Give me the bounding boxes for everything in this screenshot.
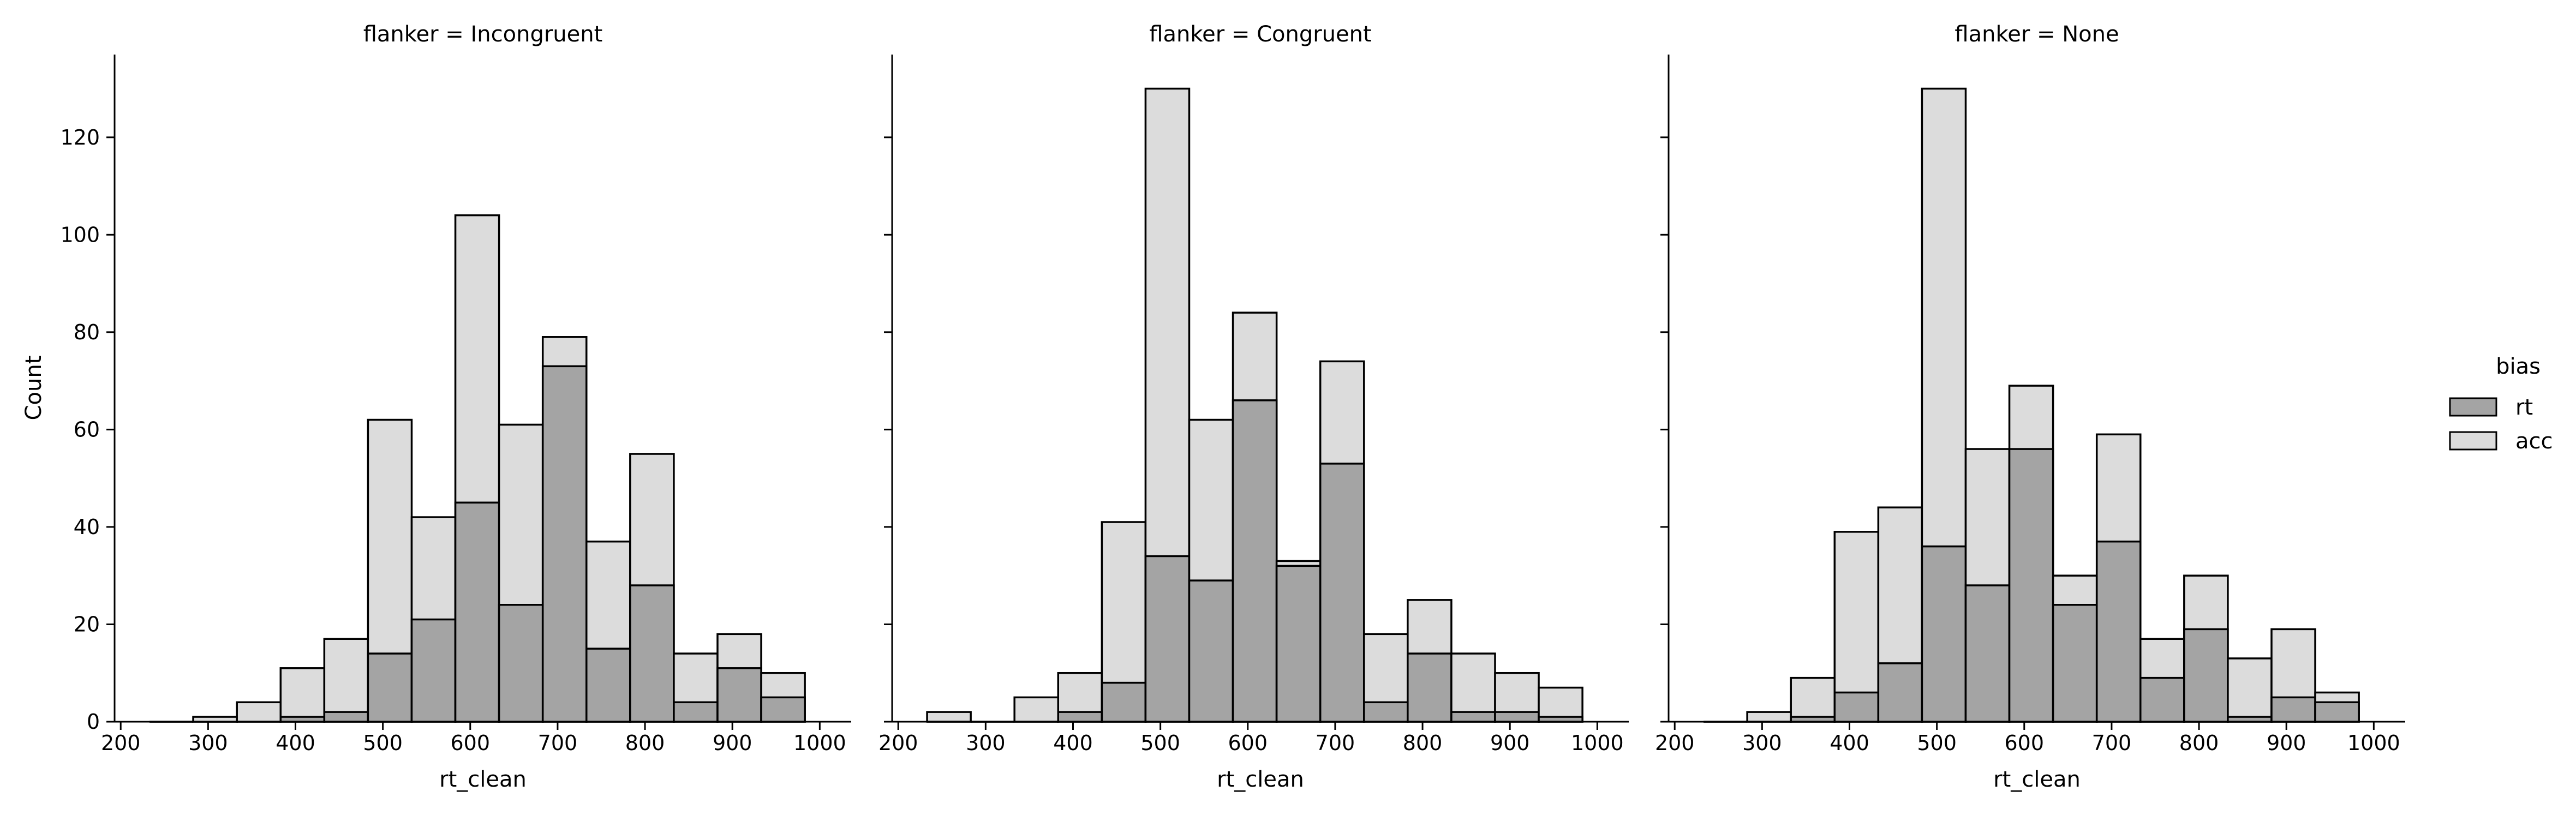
bar-acc-facet0-bin4 bbox=[323, 638, 369, 723]
x-tick-label-facet1-200: 200 bbox=[878, 731, 918, 755]
legend-label-acc: acc bbox=[2515, 429, 2553, 454]
facet-title-1: flanker = Congruent bbox=[1149, 22, 1371, 47]
bar-rt-facet1-bin8 bbox=[1275, 565, 1322, 723]
bar-acc-facet0-bin3 bbox=[279, 667, 326, 723]
bar-rt-facet1-bin6 bbox=[1188, 579, 1234, 723]
bar-rt-facet2-bin11 bbox=[2183, 628, 2229, 723]
bar-rt-facet2-bin10 bbox=[2139, 676, 2185, 723]
x-tick-label-facet2-800: 800 bbox=[2179, 731, 2219, 755]
x-tick-label-facet2-600: 600 bbox=[2005, 731, 2045, 755]
bar-rt-facet2-bin9 bbox=[2095, 540, 2142, 723]
bar-rt-facet1-bin9 bbox=[1319, 463, 1365, 723]
x-tick-label-facet0-300: 300 bbox=[188, 731, 228, 755]
x-tick-label-facet2-1000: 1000 bbox=[2347, 731, 2400, 755]
x-tick-label-facet1-400: 400 bbox=[1053, 731, 1093, 755]
y-tick-label-0: 0 bbox=[87, 710, 100, 734]
x-tick-label-facet1-600: 600 bbox=[1228, 731, 1268, 755]
bar-rt-facet1-bin11 bbox=[1407, 652, 1453, 723]
x-tick-label-facet0-500: 500 bbox=[363, 731, 403, 755]
legend-swatch-acc bbox=[2449, 431, 2497, 451]
y-tick-label-100: 100 bbox=[60, 223, 100, 247]
bar-rt-facet0-bin13 bbox=[716, 667, 762, 723]
legend-title: bias bbox=[2496, 354, 2541, 379]
x-tick-label-facet0-400: 400 bbox=[276, 731, 315, 755]
bar-rt-facet2-bin5 bbox=[1921, 545, 1967, 723]
x-tick-label-facet2-900: 900 bbox=[2267, 731, 2306, 755]
bar-rt-facet1-bin5 bbox=[1144, 555, 1191, 723]
facet-title-0: flanker = Incongruent bbox=[363, 22, 603, 47]
bar-rt-facet1-bin3 bbox=[1057, 711, 1103, 723]
x-tick-label-facet1-300: 300 bbox=[966, 731, 1006, 755]
bar-acc-facet0-bin2 bbox=[236, 701, 282, 723]
bar-acc-facet1-bin0 bbox=[926, 711, 972, 723]
legend-swatch-rt bbox=[2449, 397, 2497, 417]
bar-acc-facet2-bin12 bbox=[2227, 657, 2273, 723]
bar-rt-facet0-bin14 bbox=[760, 696, 806, 723]
bar-rt-facet0-bin4 bbox=[323, 711, 369, 723]
bar-acc-facet2-bin1 bbox=[1746, 711, 1792, 723]
bar-rt-facet2-bin6 bbox=[1964, 584, 2011, 723]
x-axis-label-facet0: rt_clean bbox=[439, 767, 527, 792]
facet-title-2: flanker = None bbox=[1955, 22, 2119, 47]
bar-rt-facet0-bin10 bbox=[585, 648, 631, 723]
bar-rt-facet2-bin3 bbox=[1833, 691, 1880, 723]
bar-rt-facet0-bin9 bbox=[541, 365, 588, 723]
y-axis-label: Count bbox=[21, 356, 46, 421]
bar-rt-facet0-bin8 bbox=[498, 604, 544, 723]
x-tick-label-facet2-300: 300 bbox=[1742, 731, 1782, 755]
bar-acc-facet2-bin2 bbox=[1790, 676, 1836, 723]
x-tick-label-facet0-600: 600 bbox=[451, 731, 491, 755]
y-tick-label-20: 20 bbox=[74, 612, 100, 636]
bar-rt-facet2-bin8 bbox=[2052, 604, 2098, 723]
y-tick-label-80: 80 bbox=[74, 320, 100, 344]
x-tick-label-facet1-700: 700 bbox=[1316, 731, 1355, 755]
bar-rt-facet0-bin12 bbox=[673, 701, 719, 723]
bar-rt-facet2-bin7 bbox=[2008, 448, 2054, 723]
x-tick-label-facet2-700: 700 bbox=[2092, 731, 2132, 755]
y-tick-label-60: 60 bbox=[74, 417, 100, 441]
x-tick-label-facet2-200: 200 bbox=[1655, 731, 1695, 755]
x-tick-label-facet2-500: 500 bbox=[1917, 731, 1957, 755]
x-tick-label-facet1-900: 900 bbox=[1490, 731, 1530, 755]
x-tick-label-facet0-800: 800 bbox=[625, 731, 665, 755]
x-tick-label-facet0-200: 200 bbox=[101, 731, 141, 755]
x-axis-label-facet2: rt_clean bbox=[1993, 767, 2081, 792]
x-tick-label-facet1-500: 500 bbox=[1140, 731, 1180, 755]
bar-rt-facet1-bin10 bbox=[1363, 701, 1409, 723]
y-tick-label-120: 120 bbox=[60, 125, 100, 149]
bar-rt-facet2-bin14 bbox=[2314, 701, 2360, 723]
bar-rt-facet0-bin11 bbox=[629, 584, 675, 723]
x-tick-label-facet1-800: 800 bbox=[1403, 731, 1443, 755]
bar-rt-facet2-bin13 bbox=[2270, 696, 2316, 723]
bar-rt-facet0-bin7 bbox=[454, 501, 500, 723]
legend-label-rt: rt bbox=[2515, 395, 2533, 420]
bar-rt-facet1-bin12 bbox=[1450, 711, 1496, 723]
x-axis-label-facet1: rt_clean bbox=[1217, 767, 1304, 792]
x-tick-label-facet1-1000: 1000 bbox=[1571, 731, 1624, 755]
bar-rt-facet2-bin4 bbox=[1877, 662, 1923, 723]
y-tick-label-40: 40 bbox=[74, 515, 100, 539]
bar-acc-facet1-bin2 bbox=[1013, 696, 1060, 723]
bar-rt-facet1-bin13 bbox=[1494, 711, 1540, 723]
bar-rt-facet0-bin6 bbox=[410, 618, 457, 723]
bar-rt-facet1-bin7 bbox=[1232, 399, 1278, 723]
x-tick-label-facet0-900: 900 bbox=[713, 731, 752, 755]
x-tick-label-facet0-1000: 1000 bbox=[793, 731, 846, 755]
x-tick-label-facet0-700: 700 bbox=[538, 731, 578, 755]
bar-rt-facet1-bin4 bbox=[1101, 681, 1147, 723]
bar-rt-facet0-bin5 bbox=[367, 652, 413, 723]
x-tick-label-facet2-400: 400 bbox=[1830, 731, 1869, 755]
